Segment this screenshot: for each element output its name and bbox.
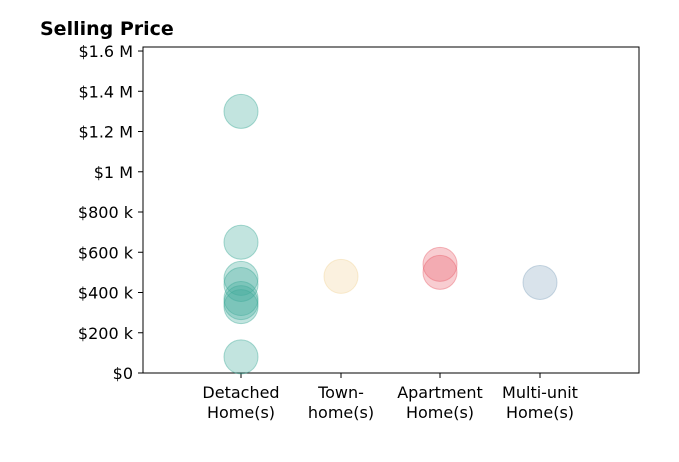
y-tick-label: $1.2 M xyxy=(78,123,133,142)
data-point xyxy=(223,285,259,321)
data-points xyxy=(223,93,558,375)
x-tick-label-line: Apartment xyxy=(397,383,483,402)
y-tick-label: $0 xyxy=(113,364,133,383)
data-point xyxy=(422,246,458,282)
y-tick-label: $800 k xyxy=(78,203,134,222)
data-point xyxy=(223,289,259,325)
x-tick-label-line: Home(s) xyxy=(406,403,474,422)
x-tick-label-line: home(s) xyxy=(308,403,374,422)
plot-frame xyxy=(142,46,640,374)
x-tick-label: Town-home(s) xyxy=(308,383,374,422)
y-tick-label: $1.4 M xyxy=(78,82,133,101)
data-point xyxy=(223,260,259,296)
data-point xyxy=(223,224,259,260)
data-point xyxy=(223,339,259,375)
y-tick-label: $400 k xyxy=(78,284,134,303)
x-tick-label-line: Home(s) xyxy=(207,403,275,422)
x-tick-label-line: Home(s) xyxy=(506,403,574,422)
x-axis: Detached Home(s)Town-home(s)Apartment Home… xyxy=(202,373,578,422)
x-tick-label-line: Town- xyxy=(317,383,364,402)
x-tick-label: Apartment Home(s) xyxy=(397,383,483,422)
y-tick-label: $1.6 M xyxy=(78,42,133,61)
x-tick-label: Multi-unit Home(s) xyxy=(502,383,578,422)
y-tick-label: $200 k xyxy=(78,324,134,343)
chart-title: Selling Price xyxy=(40,18,174,40)
y-axis: $0 $200 k $400 k $600 k $800 k $1 M $1.2 M $1.4… xyxy=(78,42,143,383)
x-tick-label-line: Detached xyxy=(202,383,279,402)
data-point xyxy=(422,254,458,290)
data-point xyxy=(223,281,259,317)
y-tick-label: $600 k xyxy=(78,243,134,262)
y-tick-label: $1 M xyxy=(94,163,133,182)
data-point xyxy=(522,264,558,300)
x-tick-label: Detached Home(s) xyxy=(202,383,279,422)
x-tick-label-line: Multi-unit xyxy=(502,383,578,402)
data-point xyxy=(323,258,359,294)
data-point xyxy=(223,93,259,129)
data-point xyxy=(223,266,259,302)
